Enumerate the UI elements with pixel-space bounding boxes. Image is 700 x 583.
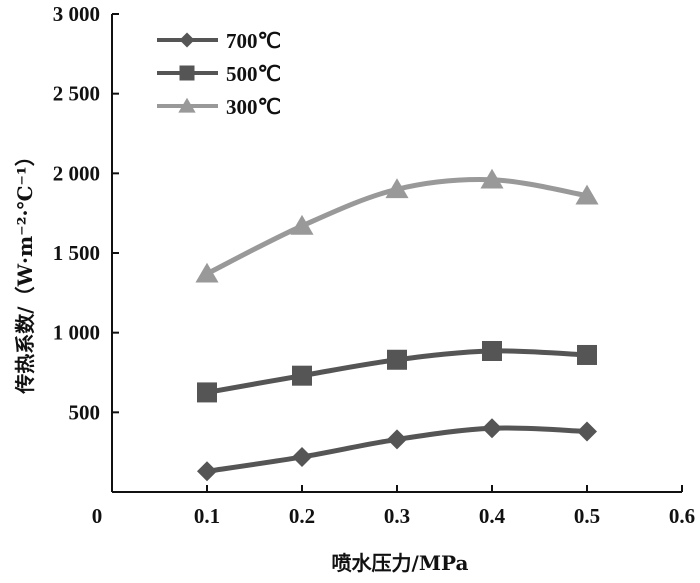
x-tick-label: 0.1 — [194, 504, 220, 528]
x-tick-label: 0.6 — [669, 504, 695, 528]
series-lines — [204, 177, 590, 474]
data-point-triangle — [195, 262, 219, 283]
series-markers — [195, 168, 599, 482]
legend-label: 700℃ — [226, 29, 281, 53]
x-tick-label: 0.5 — [574, 504, 600, 528]
x-tick-label: 0.3 — [384, 504, 410, 528]
data-point-diamond — [577, 421, 597, 442]
data-point-square — [197, 382, 217, 403]
legend-marker-triangle — [178, 97, 196, 113]
y-tick-label: 1 000 — [53, 321, 100, 345]
y-ticks: 500 1 000 1 500 2 000 2 500 3 000 — [53, 2, 119, 424]
y-tick-label: 1 500 — [53, 241, 100, 265]
data-point-square — [387, 349, 407, 370]
y-tick-label: 3 000 — [53, 2, 100, 26]
x-axis-title: 喷水压力/MPa — [332, 551, 469, 575]
data-point-square — [292, 365, 312, 386]
data-point-square — [482, 340, 502, 361]
data-point-diamond — [387, 429, 407, 450]
data-point-square — [577, 344, 597, 365]
legend-marker-diamond — [179, 32, 195, 48]
y-axis-title: 传热系数/（W·m⁻²·℃⁻¹） — [13, 146, 37, 394]
data-point-triangle — [385, 178, 409, 199]
y-tick-label: 2 500 — [53, 82, 100, 106]
legend: 700℃ 500℃ 300℃ — [157, 29, 281, 119]
data-point-diamond — [482, 418, 502, 439]
data-point-triangle — [290, 214, 314, 235]
data-point-diamond — [197, 461, 217, 482]
x-ticks: 0.1 0.2 0.3 0.4 0.5 0.6 — [194, 485, 695, 528]
legend-marker-square — [179, 65, 195, 81]
data-point-triangle — [480, 168, 504, 189]
axes — [111, 14, 682, 493]
legend-label: 300℃ — [226, 95, 281, 119]
legend-label: 500℃ — [226, 62, 281, 86]
origin-label: 0 — [92, 504, 103, 528]
data-point-triangle — [575, 184, 599, 205]
data-point-diamond — [292, 446, 312, 467]
y-tick-label: 2 000 — [53, 161, 100, 185]
x-tick-label: 0.4 — [479, 504, 506, 528]
y-tick-label: 500 — [69, 400, 101, 424]
x-tick-label: 0.2 — [289, 504, 315, 528]
